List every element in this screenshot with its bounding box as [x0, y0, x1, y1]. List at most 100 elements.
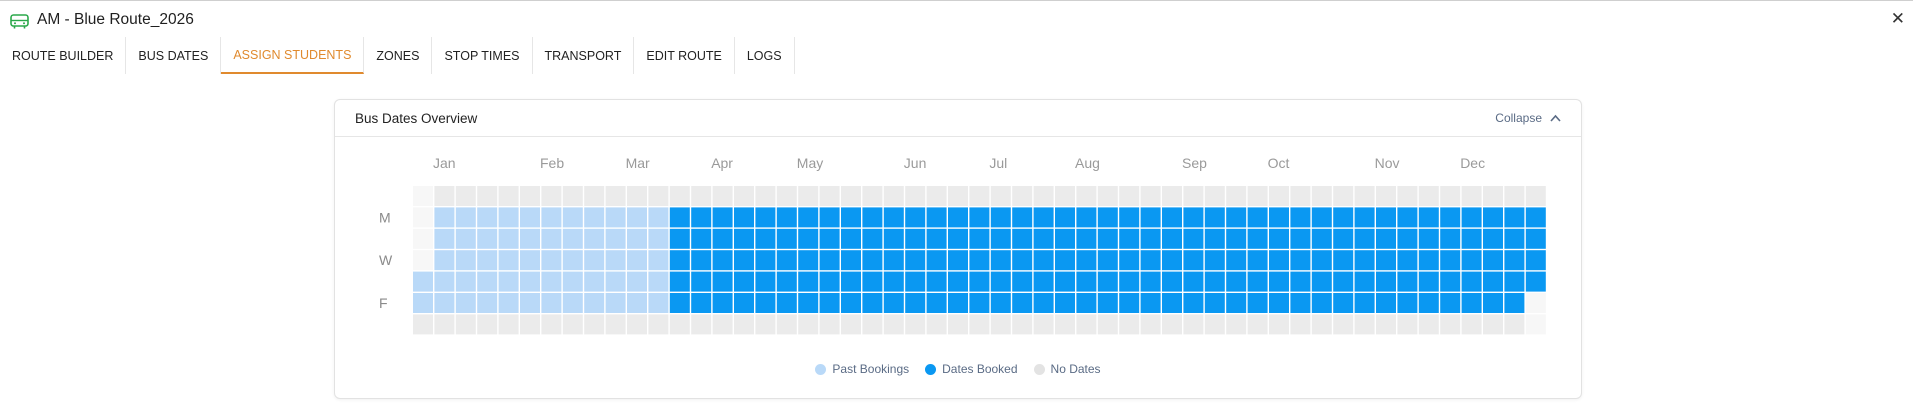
day-cell: [691, 207, 712, 228]
day-cell: [1247, 314, 1268, 335]
day-cell: [691, 293, 712, 313]
day-cell: [712, 314, 733, 335]
month-label: Jun: [904, 155, 927, 171]
legend-label: Past Bookings: [832, 362, 910, 376]
day-cell: [841, 228, 861, 249]
day-cell: [1397, 314, 1418, 335]
month-label: Apr: [711, 155, 733, 171]
day-cell: [1483, 314, 1503, 335]
day-cell: [883, 228, 904, 249]
day-cell: [948, 186, 968, 206]
day-cell: [1525, 250, 1546, 271]
day-cell: [990, 293, 1011, 313]
day-cell: [1397, 250, 1418, 271]
day-cell: [605, 228, 626, 249]
no-dates-swatch: [1033, 363, 1045, 375]
day-cell: [1461, 271, 1482, 292]
tab-route-builder[interactable]: ROUTE BUILDER: [0, 37, 127, 74]
day-cell: [1311, 186, 1332, 206]
day-cell: [1525, 293, 1546, 313]
day-cell: [1119, 186, 1140, 206]
day-cell: [819, 271, 840, 292]
tab-stop-times[interactable]: STOP TIMES: [432, 37, 533, 74]
day-cell: [434, 228, 455, 249]
tab-logs[interactable]: LOGS: [735, 37, 795, 74]
day-cell: [712, 228, 733, 249]
day-cell: [1269, 186, 1289, 206]
day-cell: [883, 207, 904, 228]
day-cell: [926, 207, 947, 228]
day-cell: [1097, 250, 1118, 271]
tab-zones[interactable]: ZONES: [364, 37, 433, 74]
day-cell: [669, 250, 690, 271]
tab-assign-students[interactable]: ASSIGN STUDENTS: [221, 37, 365, 74]
day-cell: [648, 250, 669, 271]
day-cell: [798, 250, 819, 271]
day-cell: [755, 314, 776, 335]
day-cell: [584, 293, 605, 313]
day-cell: [755, 250, 776, 271]
day-cell: [1483, 207, 1503, 228]
day-cell: [1290, 250, 1311, 271]
day-cell: [1290, 207, 1311, 228]
day-cell: [1162, 207, 1182, 228]
tab-transport[interactable]: TRANSPORT: [533, 37, 635, 74]
day-cell: [734, 271, 754, 292]
day-cell: [948, 314, 968, 335]
day-cell: [1055, 293, 1075, 313]
day-cell: [776, 293, 797, 313]
day-cell: [712, 250, 733, 271]
day-cell: [1461, 207, 1482, 228]
month-label: Sep: [1182, 155, 1207, 171]
day-cell: [498, 293, 519, 313]
day-cell: [1183, 293, 1204, 313]
day-cell: [1076, 271, 1097, 292]
day-cell: [584, 228, 605, 249]
day-cell: [819, 207, 840, 228]
day-cell: [541, 250, 562, 271]
day-cell: [1311, 228, 1332, 249]
tab-bus-dates[interactable]: BUS DATES: [126, 37, 222, 74]
day-cell: [1418, 271, 1439, 292]
day-cell: [798, 207, 819, 228]
day-cell: [1162, 250, 1182, 271]
day-cell: [734, 207, 754, 228]
day-cell: [1226, 314, 1247, 335]
day-cell: [648, 314, 669, 335]
day-cell: [455, 250, 476, 271]
collapse-button[interactable]: Collapse: [1495, 111, 1561, 125]
day-cell: [841, 271, 861, 292]
month-label: Aug: [1075, 155, 1100, 171]
close-icon[interactable]: ✕: [1890, 9, 1905, 28]
day-cell: [648, 228, 669, 249]
day-cell: [841, 250, 861, 271]
day-cell: [841, 186, 861, 206]
month-label: May: [797, 155, 823, 171]
day-cell: [819, 228, 840, 249]
day-cell: [627, 314, 647, 335]
day-cell: [1376, 228, 1396, 249]
day-cell: [1461, 186, 1482, 206]
day-cell: [1140, 207, 1161, 228]
day-cell: [926, 250, 947, 271]
day-cell: [1226, 207, 1247, 228]
day-cell: [1226, 271, 1247, 292]
day-cell: [712, 271, 733, 292]
month-label: Jul: [989, 155, 1007, 171]
day-cell: [1140, 293, 1161, 313]
day-cell: [926, 314, 947, 335]
day-cell: [969, 250, 990, 271]
day-cell: [1097, 186, 1118, 206]
tab-edit-route[interactable]: EDIT ROUTE: [634, 37, 735, 74]
day-cell: [1269, 250, 1289, 271]
day-cell: [755, 271, 776, 292]
chevron-up-icon: [1550, 114, 1561, 122]
day-cell: [562, 207, 583, 228]
day-cell: [1376, 186, 1396, 206]
day-cell: [969, 271, 990, 292]
day-cell: [584, 186, 605, 206]
day-cell: [1418, 186, 1439, 206]
day-cell: [691, 228, 712, 249]
day-cell: [1140, 271, 1161, 292]
day-cell: [691, 271, 712, 292]
